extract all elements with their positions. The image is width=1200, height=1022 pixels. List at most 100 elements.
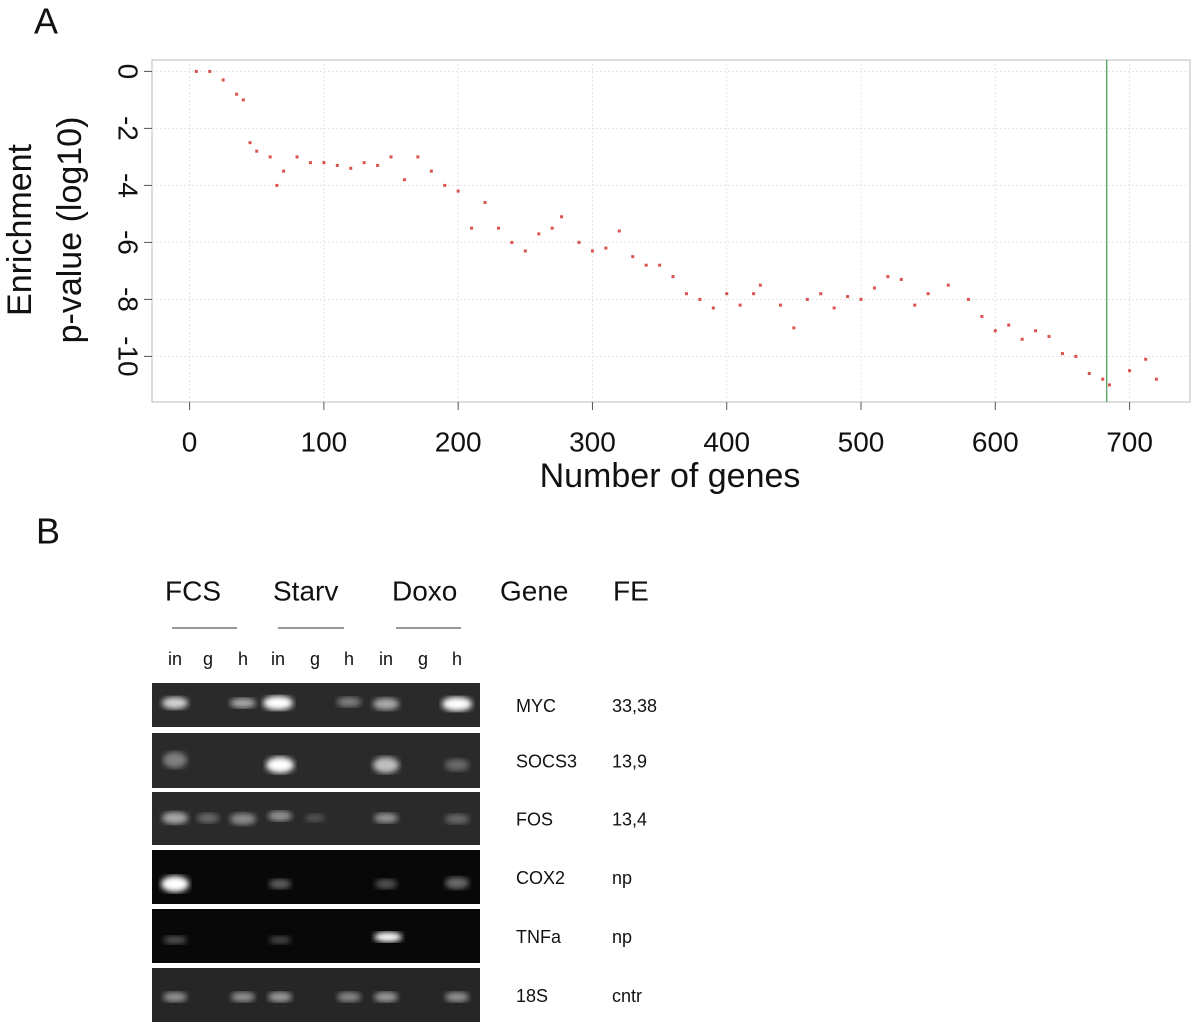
y-tick-label: -4 [113,173,144,198]
point [1107,383,1111,387]
y-tick-label: -8 [113,287,144,312]
point [221,78,225,82]
point [416,155,420,159]
point [194,69,198,73]
point [872,286,876,290]
point [235,92,239,96]
point [778,303,782,307]
x-tick-label: 400 [703,426,750,457]
lane-label: in [271,649,285,669]
band [266,757,294,773]
point [1034,329,1038,333]
band [305,814,325,822]
gel-strip [152,733,480,788]
point [282,169,286,173]
point [684,292,688,296]
x-tick-label: 500 [838,426,885,457]
point [241,98,245,102]
point [1101,377,1105,381]
lane-label: h [452,649,462,669]
point [752,292,756,296]
x-tick-label: 200 [435,426,482,457]
lane-label: h [238,649,248,669]
point [1047,334,1051,338]
lane-label: g [203,649,213,669]
x-tick-label: 300 [569,426,616,457]
gel-strip [152,850,480,904]
band [268,811,292,821]
point [980,315,984,318]
band [162,697,188,709]
column-header: FCS [165,575,221,606]
x-axis-title: Number of genes [540,457,801,495]
point [1007,323,1011,327]
band [445,992,469,1002]
point [1060,352,1064,356]
band [231,992,255,1002]
fe-label: 33,38 [612,696,657,716]
point [658,263,662,267]
band [268,992,292,1002]
point [738,303,742,307]
point [671,275,675,279]
point [537,232,541,236]
point [456,189,460,193]
point [275,183,279,187]
band [337,992,361,1002]
point [886,275,890,279]
point [859,297,863,301]
point [711,306,715,310]
gene-label: MYC [516,696,556,716]
point [1144,357,1148,361]
point [1074,354,1078,358]
gel: FCS Starv Doxo Gene FE in g h in g h in g h MYC 33,38 SO… [152,575,657,1022]
fe-label: 13,4 [612,809,647,829]
point [362,161,366,165]
gel-strip [152,968,480,1022]
band [263,696,293,710]
band [445,759,469,771]
point [819,292,823,296]
point [832,306,836,310]
point [725,292,729,296]
point [308,161,312,165]
point [335,163,339,167]
point [470,226,474,230]
lane-label: in [379,649,393,669]
point [993,329,997,333]
point [1154,377,1158,381]
column-header: Doxo [392,575,457,606]
column-header: FE [613,575,649,606]
x-tick-label: 600 [972,426,1019,457]
point [577,240,581,244]
point [590,249,594,253]
gene-label: 18S [516,986,548,1006]
band [445,814,469,824]
panel-label: A [34,1,58,42]
gene-label: TNFa [516,927,562,947]
band [337,697,361,707]
band [374,932,402,942]
lane-label: g [418,649,428,669]
point [604,246,608,250]
band [373,757,399,773]
lane-label: g [310,649,320,669]
band [163,936,187,944]
point [255,149,259,153]
column-header: Gene [500,575,569,606]
gel-strip [152,909,480,963]
band [445,877,469,889]
gene-label: FOS [516,809,553,829]
y-axis-title: Enrichment [1,143,39,316]
point [496,226,500,230]
point [483,201,487,204]
x-tick-label: 700 [1106,426,1153,457]
y-tick-label: -10 [113,336,144,376]
point [926,292,930,296]
point [913,303,917,307]
point [443,183,447,187]
point [946,283,950,287]
point [295,155,299,159]
point [510,240,514,244]
